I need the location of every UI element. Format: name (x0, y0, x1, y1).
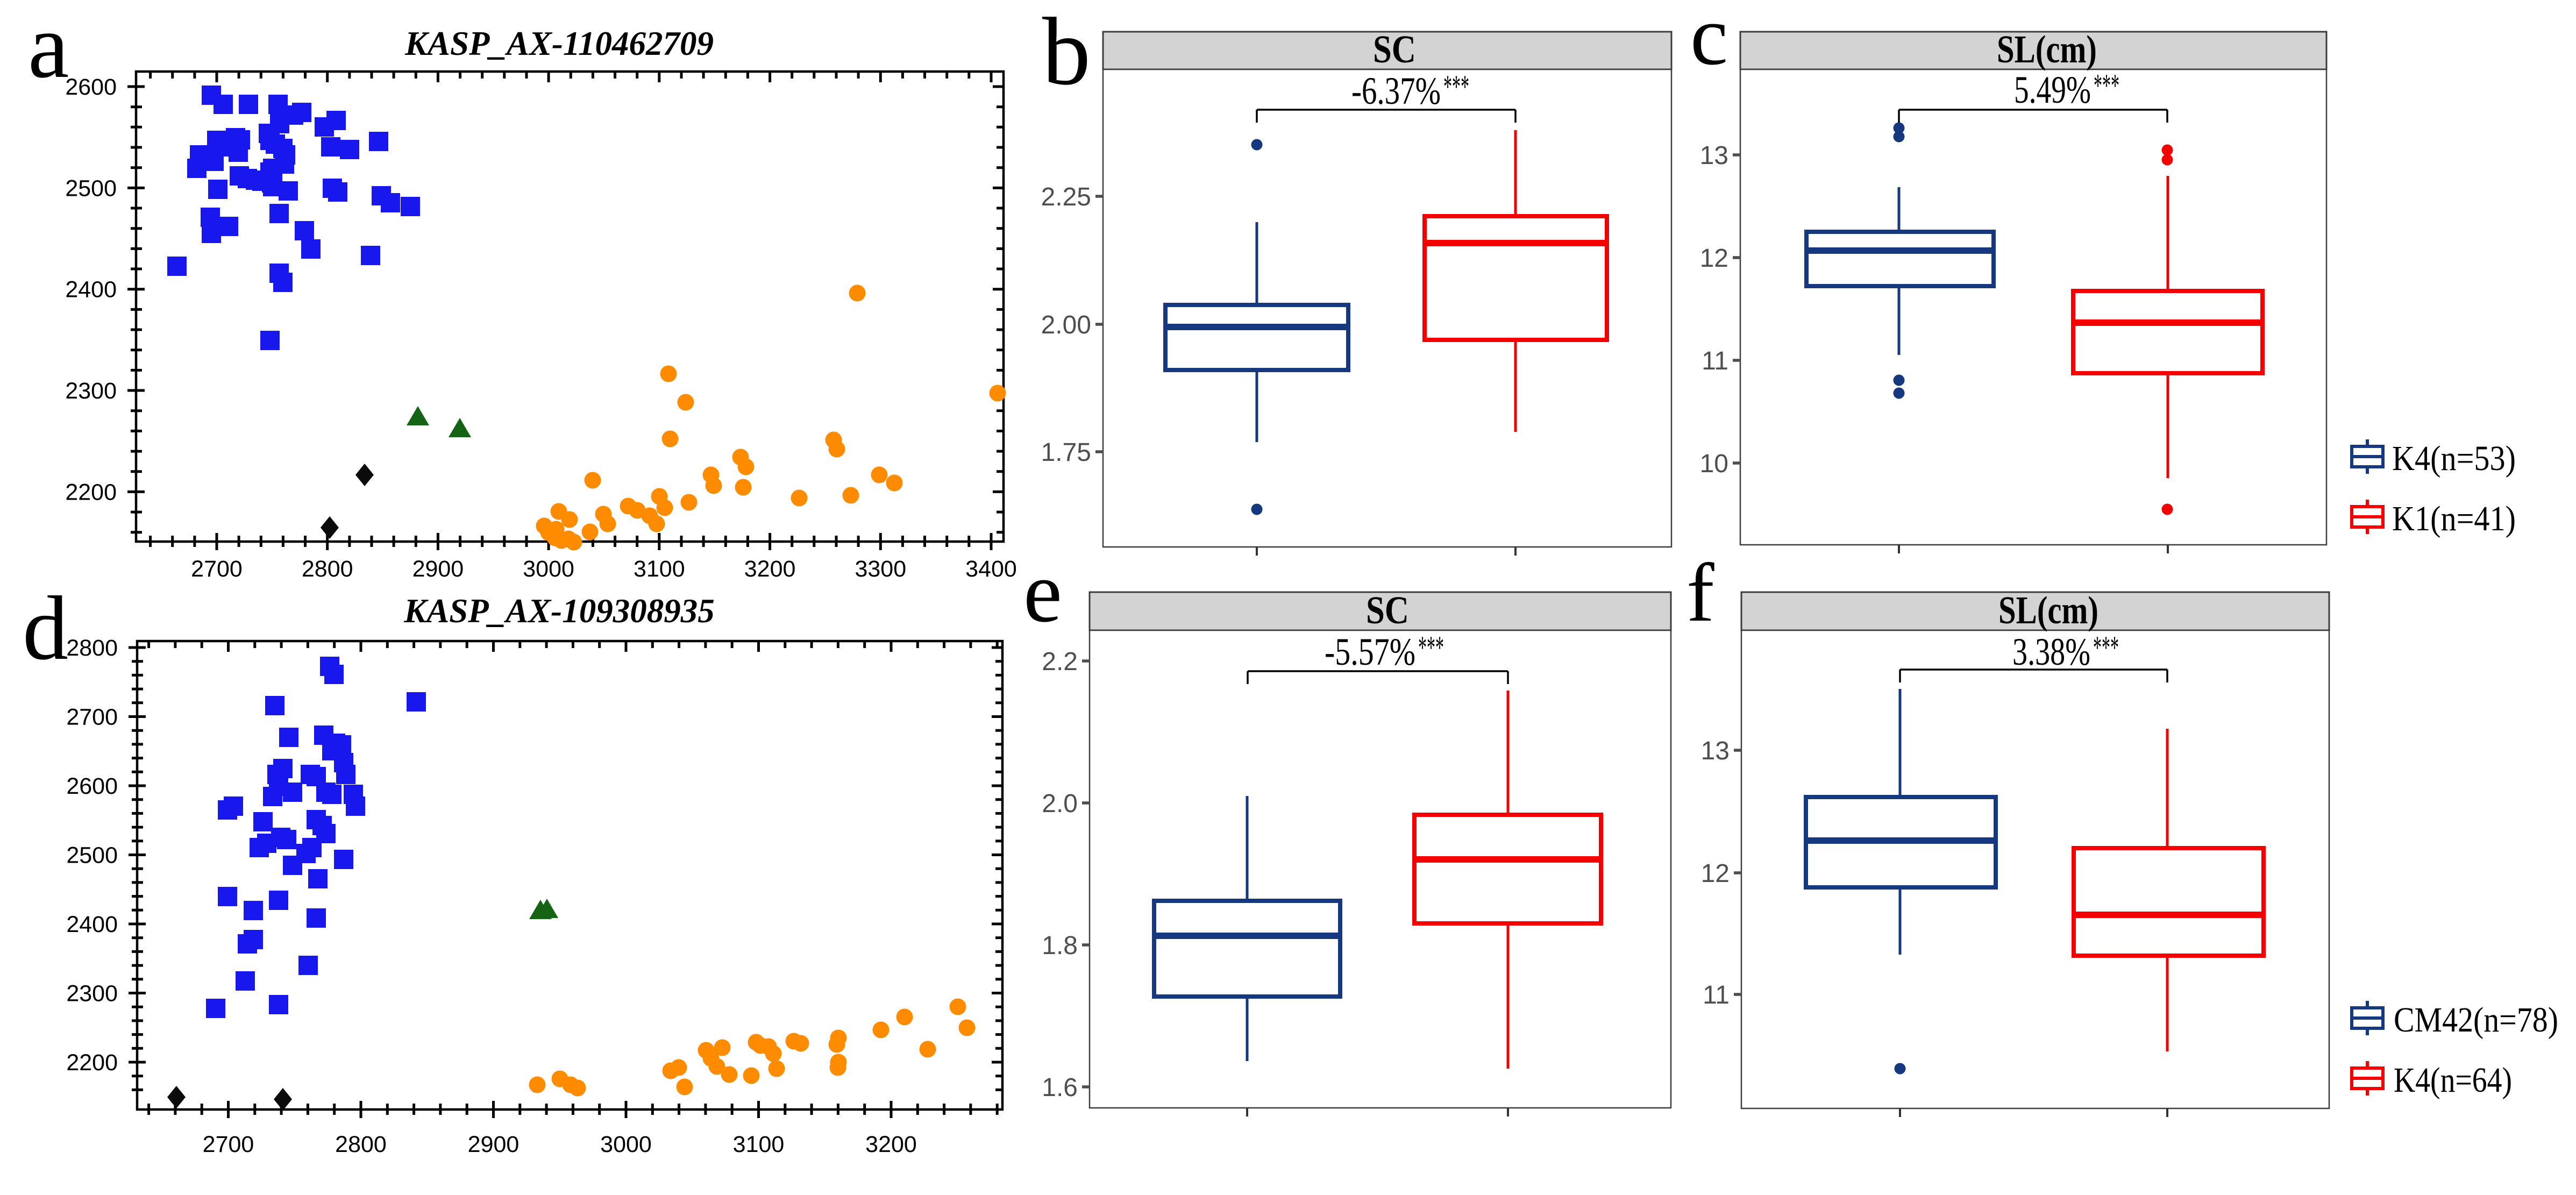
svg-text:1.6: 1.6 (1042, 1073, 1078, 1102)
svg-text:K4(n=53): K4(n=53) (2392, 439, 2516, 478)
svg-text:2.25: 2.25 (1041, 183, 1091, 211)
svg-text:13: 13 (1701, 737, 1730, 765)
svg-text:c: c (1690, 0, 1728, 83)
svg-text:5.49%: 5.49% (2014, 68, 2091, 111)
svg-text:KASP_AX-109308935: KASP_AX-109308935 (403, 592, 715, 630)
svg-text:2900: 2900 (468, 1132, 520, 1157)
svg-text:3000: 3000 (523, 556, 574, 582)
svg-text:2300: 2300 (65, 378, 117, 404)
svg-text:SL(cm): SL(cm) (1997, 27, 2097, 71)
svg-text:2900: 2900 (412, 556, 464, 582)
svg-text:***: *** (2094, 68, 2119, 103)
svg-text:K4(n=64): K4(n=64) (2394, 1061, 2512, 1100)
svg-text:12: 12 (1701, 859, 1730, 888)
svg-text:2.0: 2.0 (1042, 789, 1078, 818)
svg-text:3100: 3100 (634, 556, 685, 582)
svg-text:b: b (1042, 0, 1091, 105)
svg-text:2500: 2500 (65, 175, 117, 201)
svg-text:2700: 2700 (191, 556, 243, 582)
svg-text:2300: 2300 (66, 981, 118, 1007)
svg-text:SC: SC (1373, 27, 1416, 71)
svg-text:KASP_AX-110462709: KASP_AX-110462709 (404, 25, 714, 62)
svg-text:3.38%: 3.38% (2012, 630, 2090, 673)
svg-text:3100: 3100 (733, 1132, 785, 1157)
svg-text:11: 11 (1703, 981, 1730, 1009)
svg-text:13: 13 (1700, 141, 1728, 170)
svg-text:3200: 3200 (865, 1132, 917, 1157)
svg-text:1.8: 1.8 (1042, 931, 1078, 960)
svg-text:2500: 2500 (66, 843, 118, 869)
svg-text:***: *** (2093, 630, 2119, 665)
svg-text:2800: 2800 (66, 635, 118, 661)
svg-text:11: 11 (1702, 347, 1728, 375)
svg-text:10: 10 (1700, 450, 1728, 478)
svg-text:2200: 2200 (66, 1050, 118, 1076)
svg-text:3400: 3400 (965, 556, 1017, 582)
svg-text:SC: SC (1366, 588, 1409, 632)
svg-text:2200: 2200 (65, 479, 117, 505)
svg-text:d: d (23, 578, 68, 679)
svg-text:2400: 2400 (66, 912, 118, 937)
svg-text:2600: 2600 (66, 773, 118, 799)
svg-text:K1(n=41): K1(n=41) (2392, 499, 2516, 538)
svg-text:2600: 2600 (65, 74, 117, 100)
svg-text:-5.57%: -5.57% (1325, 630, 1415, 673)
svg-text:2700: 2700 (66, 705, 118, 730)
svg-text:2400: 2400 (65, 277, 117, 303)
svg-text:2.00: 2.00 (1041, 311, 1091, 339)
svg-text:SL(cm): SL(cm) (1998, 588, 2098, 632)
svg-text:2800: 2800 (302, 556, 353, 582)
svg-text:***: *** (1418, 630, 1444, 665)
svg-text:***: *** (1443, 69, 1469, 104)
svg-text:f: f (1687, 546, 1714, 639)
svg-text:e: e (1023, 544, 1062, 641)
svg-text:CM42(n=78): CM42(n=78) (2394, 1000, 2558, 1040)
svg-text:3300: 3300 (855, 556, 906, 582)
svg-text:3200: 3200 (744, 556, 796, 582)
svg-text:2.2: 2.2 (1042, 648, 1078, 676)
svg-text:2700: 2700 (203, 1132, 254, 1157)
svg-text:a: a (28, 0, 69, 97)
svg-text:2800: 2800 (335, 1132, 387, 1157)
svg-text:12: 12 (1700, 244, 1728, 273)
svg-text:3000: 3000 (600, 1132, 652, 1157)
svg-text:1.75: 1.75 (1041, 438, 1091, 467)
svg-text:-6.37%: -6.37% (1351, 69, 1441, 112)
